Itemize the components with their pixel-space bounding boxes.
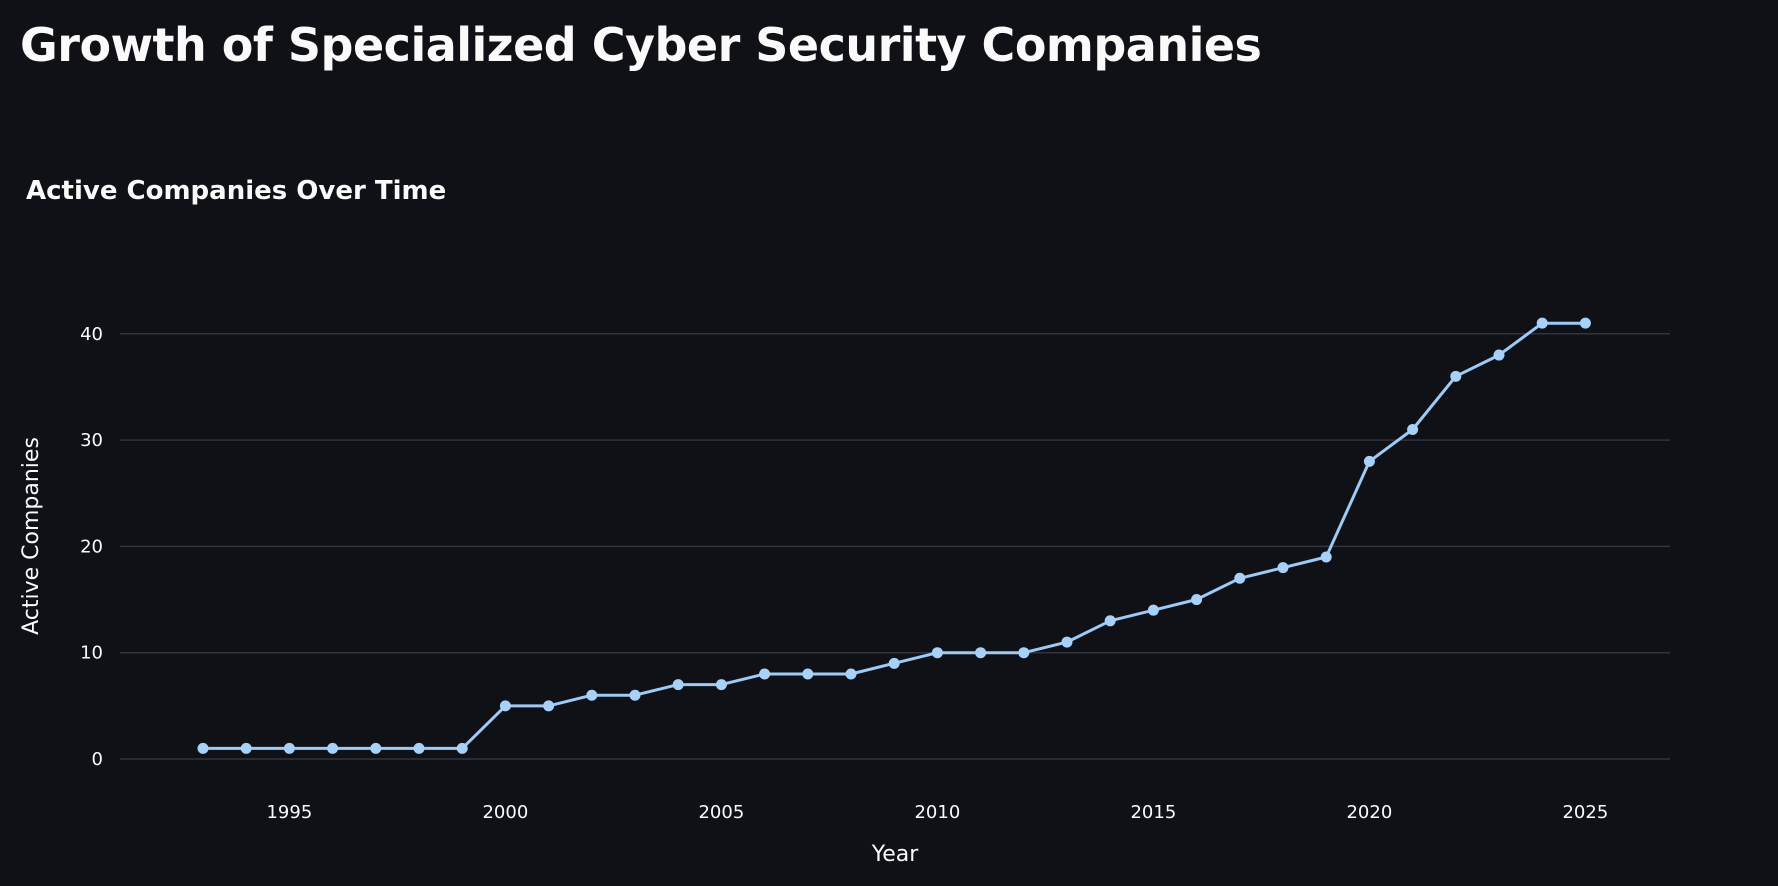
data-point — [370, 742, 382, 754]
x-axis-label: Year — [871, 842, 920, 867]
data-point — [1147, 604, 1159, 616]
gridlines — [120, 333, 1670, 760]
x-tick-label: 1995 — [266, 802, 312, 823]
data-point — [931, 647, 943, 659]
y-tick-label: 20 — [80, 536, 103, 557]
data-point — [413, 742, 425, 754]
data-point — [586, 689, 598, 701]
data-point — [1536, 317, 1548, 329]
data-point — [1450, 370, 1462, 382]
data-point — [240, 742, 252, 754]
x-tick-label: 2025 — [1562, 802, 1608, 823]
data-point — [1363, 455, 1375, 467]
data-point — [1018, 647, 1030, 659]
data-point — [1234, 572, 1246, 584]
series-points — [197, 317, 1591, 754]
y-axis-label: Active Companies — [19, 437, 44, 635]
series-line — [201, 321, 1587, 750]
data-point — [759, 668, 771, 680]
data-point — [1407, 423, 1419, 435]
data-point — [1579, 317, 1591, 329]
data-point — [715, 679, 727, 691]
data-point — [888, 657, 900, 669]
y-tick-label: 40 — [80, 324, 103, 345]
data-point — [1061, 636, 1073, 648]
y-tick-label: 30 — [80, 430, 103, 451]
data-point — [456, 742, 468, 754]
x-tick-label: 2015 — [1130, 802, 1176, 823]
page-title: Growth of Specialized Cyber Security Com… — [20, 18, 1262, 72]
y-tick-label: 10 — [80, 643, 103, 664]
y-axis-ticks: 0 10 20 30 40 — [80, 324, 103, 770]
data-point — [1191, 594, 1203, 606]
data-point — [845, 668, 857, 680]
data-point — [543, 700, 555, 712]
data-point — [975, 647, 987, 659]
data-point — [629, 689, 641, 701]
data-point — [1320, 551, 1332, 563]
x-tick-label: 2010 — [914, 802, 960, 823]
series-line-layer — [201, 321, 1587, 750]
y-tick-label: 0 — [92, 749, 103, 770]
x-tick-label: 2020 — [1346, 802, 1392, 823]
x-axis-ticks: 1995 2000 2005 2010 2015 2020 2025 — [266, 802, 1608, 823]
data-point — [1493, 349, 1505, 361]
data-point — [197, 742, 209, 754]
data-point — [283, 742, 295, 754]
x-tick-label: 2000 — [482, 802, 528, 823]
data-point — [499, 700, 511, 712]
x-tick-label: 2005 — [698, 802, 744, 823]
chart-title: Active Companies Over Time — [26, 176, 447, 206]
data-point — [1104, 615, 1116, 627]
data-point — [1277, 562, 1289, 574]
data-point — [672, 679, 684, 691]
data-point — [327, 742, 339, 754]
data-point — [802, 668, 814, 680]
